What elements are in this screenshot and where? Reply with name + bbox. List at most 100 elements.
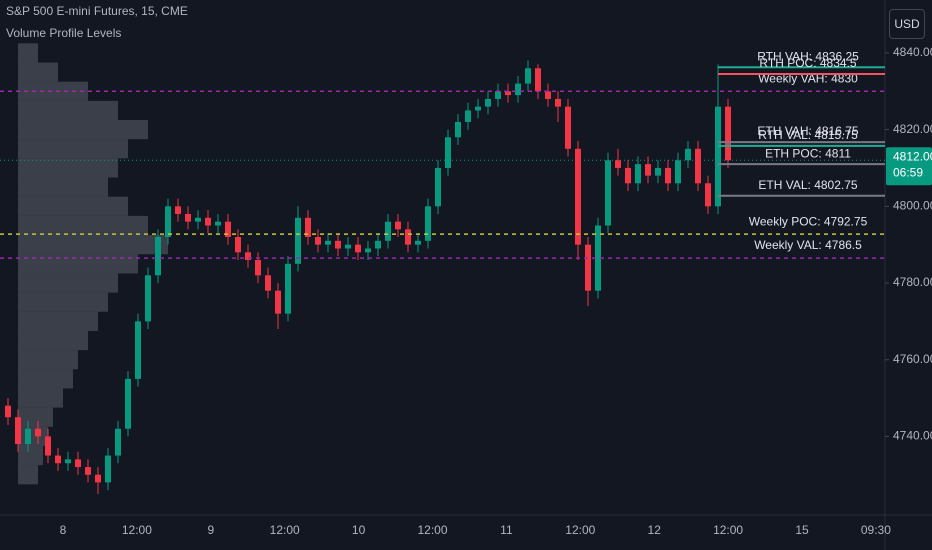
profile-bar [18,139,128,159]
candle-body [195,217,201,222]
candle-body [615,160,621,168]
candle-body [95,474,101,483]
candle-body [595,225,601,291]
candle-body [695,148,701,184]
candle-body [115,428,121,456]
profile-bar [18,369,73,389]
candle-body [5,405,11,418]
level-label: ETH VAL: 4802.75 [758,178,857,192]
candle-body [475,106,481,111]
level-label: RTH VAL: 4815.75 [758,128,858,142]
candle-body [325,240,331,245]
profile-bar [18,465,38,485]
candle-body [175,206,181,214]
level-label: Weekly POC: 4792.75 [749,214,868,228]
candle-body [15,417,21,445]
candle-body [205,217,211,226]
y-tick-label: 4740.00 [893,429,932,443]
candle-body [455,121,461,138]
currency-button[interactable]: USD [889,9,925,39]
candle-body [35,428,41,437]
candle-body [45,436,51,456]
y-tick-label: 4840.00 [893,45,932,59]
candle-body [335,240,341,249]
candle-body [285,263,291,314]
candle-body [575,148,581,245]
candle-body [85,467,91,475]
candle-body [675,160,681,184]
profile-bar [18,177,108,197]
candle-body [565,106,571,149]
candle-body [105,455,111,483]
candle-body [535,68,541,92]
profile-bar [18,43,38,63]
candle-body [645,164,651,176]
candle-body [365,248,371,253]
x-tick-label: 9 [207,523,214,537]
profile-bar [18,311,98,331]
candle-body [385,221,391,241]
profile-bar [18,426,48,446]
x-tick-label: 11 [500,523,513,537]
x-tick-label: 12:00 [417,523,447,537]
chart-title: S&P 500 E-mini Futures, 15, CME [6,4,188,18]
candle-body [435,167,441,207]
y-tick-label: 4800.00 [893,198,932,212]
candle-body [145,275,151,322]
candle-body [555,98,561,107]
candle-body [715,106,721,207]
candle-body [245,252,251,260]
candle-body [605,160,611,226]
candle-body [275,290,281,314]
profile-bar [18,254,138,274]
x-tick-label: 09:30 [861,523,891,537]
candle-body [705,183,711,207]
profile-bar [18,81,88,101]
candle-body [545,91,551,99]
candle-body [25,428,31,445]
x-tick-label: 15 [795,523,809,537]
profile-bar [18,215,148,236]
x-tick-label: 8 [60,523,67,537]
candle-body [485,98,491,107]
candle-body [375,240,381,249]
candle-body [465,110,471,122]
countdown: 06:59 [893,165,923,179]
candle-body [185,213,191,222]
level-label: Weekly VAL: 4786.5 [754,238,862,252]
profile-bar [18,235,168,255]
profile-bar [18,330,88,351]
candle-body [315,236,321,245]
candle-body [665,167,671,184]
profile-bar [18,407,53,427]
profile-bar [18,445,43,466]
price-tag-label: 4812.00 [893,149,932,163]
candle-body [295,217,301,264]
candle-body [75,459,81,468]
profile-bar [18,158,118,178]
candle-body [355,244,361,253]
candle-body [135,321,141,379]
profile-bar [18,120,148,140]
candle-body [155,236,161,276]
x-tick-label: 12:00 [565,523,595,537]
candle-body [625,167,631,184]
level-label: ETH POC: 4811 [765,146,851,160]
candle-body [415,240,421,245]
level-label: ETH VAH: 4816.75 [757,124,858,138]
candle-body [55,455,61,464]
x-tick-label: 12 [648,523,662,537]
x-tick-label: 12:00 [713,523,743,537]
candle-body [685,148,691,161]
profile-bar [18,292,108,312]
x-tick-label: 10 [352,523,366,537]
candle-body [725,106,731,161]
profile-bar [18,388,63,408]
candle-body [445,137,451,168]
candle-body [265,275,271,291]
x-tick-label: 12:00 [122,523,152,537]
profile-bar [18,196,128,216]
candle-body [405,229,411,245]
candle-body [635,164,641,184]
